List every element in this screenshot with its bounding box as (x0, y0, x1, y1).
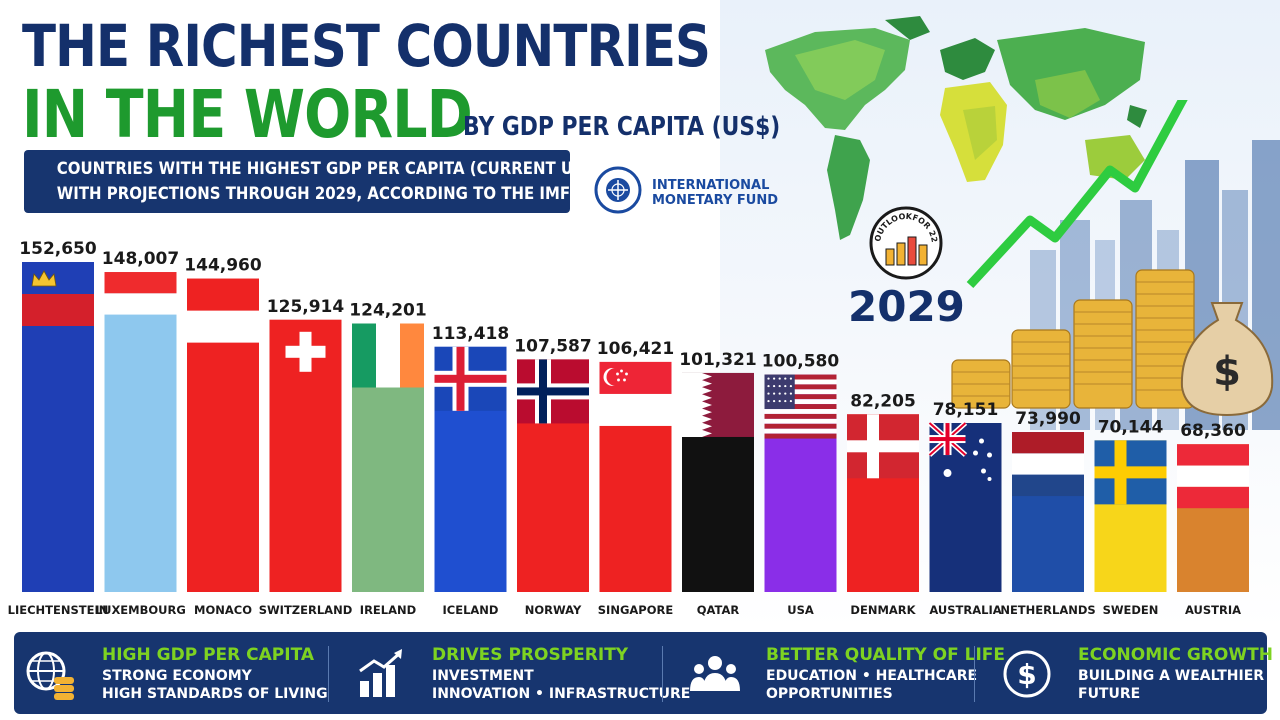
svg-text:$: $ (1017, 658, 1036, 691)
bar-value-label: 78,151 (933, 400, 999, 420)
footer-heading-3: BETTER QUALITY OF LIFE (766, 645, 1006, 665)
svg-text:$: $ (1213, 349, 1241, 395)
footer-line-1b: HIGH STANDARDS OF LIVING (102, 686, 328, 702)
bar-value-label: 68,360 (1180, 421, 1246, 441)
category-label: SWEDEN (1103, 603, 1159, 617)
footer-heading-1: HIGH GDP PER CAPITA (102, 645, 315, 665)
footer-section-growth: $ ECONOMIC GROWTH BUILDING A WEALTHIER F… (990, 632, 1273, 714)
footer-line-4b: FUTURE (1078, 686, 1141, 702)
flag-iceland (434, 346, 507, 411)
flag-sweden (1094, 440, 1167, 505)
page-title-suffix: BY GDP PER CAPITA (US$) (463, 112, 781, 142)
bar-value-label: 148,007 (102, 249, 179, 269)
dollar-coin-icon: $ (1003, 650, 1051, 698)
category-label: ICELAND (443, 603, 499, 617)
bar-value-label: 73,990 (1015, 409, 1081, 429)
flag-australia (927, 421, 1002, 488)
flag-netherlands (1012, 432, 1084, 497)
category-label: AUSTRALIA (929, 603, 1001, 617)
flag-norway (517, 359, 589, 424)
category-label: IRELAND (360, 603, 416, 617)
page-title-line2: IN THE WORLD (22, 76, 473, 153)
outlook-badge-icon: OUTLOOKFOR 2298 (868, 205, 943, 280)
bar-value-label: 101,321 (679, 350, 756, 370)
category-label: NETHERLANDS (1000, 603, 1095, 617)
flag-qatar (682, 372, 754, 437)
flag-denmark (847, 414, 919, 479)
bar-value-label: 106,421 (597, 339, 674, 359)
footer-section-prosperity: DRIVES PROSPERITY INVESTMENT INNOVATION … (344, 632, 690, 714)
coin-stacks-icon: $ (951, 269, 1274, 417)
flag-monaco (187, 278, 259, 343)
page-title-line1: THE RICHEST COUNTRIES (22, 12, 711, 80)
globe-coins-icon (26, 651, 74, 700)
bar-value-label: 125,914 (267, 297, 345, 317)
footer-divider (662, 646, 663, 702)
footer-line-1a: STRONG ECONOMY (102, 668, 252, 684)
category-label: QATAR (697, 603, 740, 617)
flag-liechtenstein (22, 262, 94, 326)
flag-luxembourg (104, 272, 177, 337)
people-icon (690, 656, 740, 691)
category-label: LIECHTENSTEIN (8, 603, 109, 617)
category-label: USA (787, 603, 814, 617)
category-label: AUSTRIA (1185, 603, 1241, 617)
imf-label-line2: MONETARY FUND (652, 193, 779, 208)
bar-value-label: 100,580 (762, 352, 840, 372)
flag-ireland (352, 323, 424, 388)
footer-line-3b: OPPORTUNITIES (766, 686, 893, 702)
category-label: SINGAPORE (598, 603, 674, 617)
subtitle-line2: WITH PROJECTIONS THROUGH 2029, ACCORDING… (56, 184, 571, 204)
flag-singapore (599, 361, 672, 426)
footer-divider (974, 646, 975, 702)
category-label: NORWAY (525, 603, 582, 617)
imf-label: INTERNATIONAL MONETARY FUND (652, 178, 778, 208)
footer-line-3a: EDUCATION • HEALTHCARE (766, 668, 978, 684)
footer-line-2b: INNOVATION • INFRASTRUCTURE (432, 686, 691, 702)
category-label: MONACO (194, 603, 252, 617)
bar-value-label: 124,201 (349, 301, 426, 321)
outlook-year: 2029 (848, 282, 965, 331)
category-label: SWITZERLAND (259, 603, 353, 617)
footer-panel: HIGH GDP PER CAPITA STRONG ECONOMY HIGH … (14, 632, 1273, 714)
bar-value-label: 152,650 (19, 239, 97, 259)
category-label: LUXEMBOURG (95, 603, 186, 617)
footer-line-2a: INVESTMENT (432, 668, 534, 684)
flag-switzerland (269, 319, 342, 384)
flag-austria (1177, 444, 1249, 509)
bar-value-label: 144,960 (184, 256, 262, 276)
footer-line-4a: BUILDING A WEALTHIER (1078, 668, 1265, 684)
bar-growth-icon (359, 649, 402, 697)
bar-value-label: 107,587 (514, 336, 591, 356)
subtitle-box: COUNTRIES WITH THE HIGHEST GDP PER CAPIT… (24, 150, 607, 213)
footer-divider (328, 646, 329, 702)
footer-heading-2: DRIVES PROSPERITY (432, 645, 629, 665)
subtitle-line1: COUNTRIES WITH THE HIGHEST GDP PER CAPIT… (56, 159, 607, 179)
footer-heading-4: ECONOMIC GROWTH (1078, 645, 1273, 665)
footer-section-quality: BETTER QUALITY OF LIFE EDUCATION • HEALT… (678, 632, 1005, 714)
imf-seal-icon (594, 166, 642, 214)
imf-label-line1: INTERNATIONAL (652, 178, 770, 193)
category-label: DENMARK (850, 603, 916, 617)
bar-value-label: 113,418 (432, 324, 509, 344)
world-map-icon (765, 16, 1147, 240)
flag-usa (764, 374, 837, 439)
footer-section-gdp: HIGH GDP PER CAPITA STRONG ECONOMY HIGH … (14, 632, 334, 714)
bar-value-label: 70,144 (1098, 417, 1164, 437)
gdp-bar-chart: 152,650 LIECHTENSTEIN 148,007 LUXEMBOURG 144… (8, 239, 1249, 617)
bar-value-label: 82,205 (850, 391, 916, 411)
